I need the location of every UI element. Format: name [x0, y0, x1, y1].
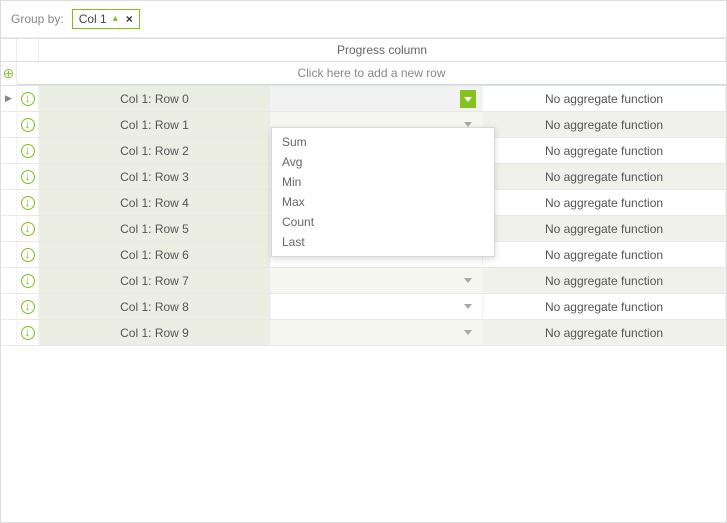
- chevron-down-icon[interactable]: [464, 304, 472, 309]
- dropdown-option[interactable]: Avg: [272, 152, 494, 172]
- row-icon-cell: [17, 112, 39, 137]
- col1-cell[interactable]: Col 1: Row 8: [39, 294, 271, 319]
- col1-cell[interactable]: Col 1: Row 2: [39, 138, 271, 163]
- arrow-down-circle-icon: [21, 92, 35, 106]
- aggregate-value-cell: No aggregate function: [483, 164, 726, 189]
- indicator-header: [1, 39, 17, 61]
- aggregate-dropdown-panel[interactable]: SumAvgMinMaxCountLast: [271, 127, 495, 257]
- group-chip[interactable]: Col 1 ▴ ×: [72, 9, 140, 29]
- row-indicator: [1, 112, 17, 137]
- aggregate-value-cell: No aggregate function: [483, 320, 726, 345]
- aggregate-value-cell: No aggregate function: [483, 242, 726, 267]
- row-indicator: [1, 216, 17, 241]
- row-icon-cell: [17, 164, 39, 189]
- column-header-row: Progress column: [1, 38, 726, 62]
- table-row[interactable]: Col 1: Row 9 No aggregate function: [1, 320, 726, 346]
- add-new-row[interactable]: ⊕ Click here to add a new row: [1, 62, 726, 86]
- arrow-down-circle-icon: [21, 300, 35, 314]
- row-indicator: [1, 190, 17, 215]
- row-indicator: [1, 268, 17, 293]
- group-by-bar: Group by: Col 1 ▴ ×: [1, 1, 726, 38]
- row-icon-cell: [17, 216, 39, 241]
- aggregate-value-cell: No aggregate function: [483, 138, 726, 163]
- chevron-down-icon[interactable]: [464, 278, 472, 283]
- row-indicator: [1, 138, 17, 163]
- col1-cell[interactable]: Col 1: Row 6: [39, 242, 271, 267]
- row-indicator: ▶: [1, 86, 17, 111]
- col1-cell[interactable]: Col 1: Row 1: [39, 112, 271, 137]
- arrow-down-circle-icon: [21, 118, 35, 132]
- table-row[interactable]: Col 1: Row 8 No aggregate function: [1, 294, 726, 320]
- aggregate-dropdown-cell[interactable]: [271, 320, 483, 345]
- dropdown-option[interactable]: Count: [272, 212, 494, 232]
- progress-column-header[interactable]: Progress column: [39, 39, 726, 61]
- arrow-down-circle-icon: [21, 248, 35, 262]
- add-row-icon[interactable]: ⊕: [1, 62, 17, 85]
- row-icon-cell: [17, 242, 39, 267]
- aggregate-value-cell: No aggregate function: [483, 86, 726, 111]
- arrow-down-circle-icon: [21, 170, 35, 184]
- col1-cell[interactable]: Col 1: Row 3: [39, 164, 271, 189]
- row-icon-cell: [17, 190, 39, 215]
- add-row-message[interactable]: Click here to add a new row: [17, 62, 726, 85]
- col1-cell[interactable]: Col 1: Row 5: [39, 216, 271, 241]
- remove-group-icon[interactable]: ×: [126, 12, 133, 26]
- dropdown-option[interactable]: Min: [272, 172, 494, 192]
- row-indicator: [1, 242, 17, 267]
- icon-header: [17, 39, 39, 61]
- group-chip-label: Col 1: [79, 12, 107, 26]
- aggregate-value-cell: No aggregate function: [483, 294, 726, 319]
- row-indicator: [1, 320, 17, 345]
- row-icon-cell: [17, 320, 39, 345]
- row-indicator: [1, 164, 17, 189]
- row-icon-cell: [17, 138, 39, 163]
- aggregate-value-cell: No aggregate function: [483, 268, 726, 293]
- row-icon-cell: [17, 294, 39, 319]
- group-by-label: Group by:: [11, 12, 64, 26]
- col1-cell[interactable]: Col 1: Row 7: [39, 268, 271, 293]
- col1-cell[interactable]: Col 1: Row 9: [39, 320, 271, 345]
- arrow-down-circle-icon: [21, 274, 35, 288]
- aggregate-value-cell: No aggregate function: [483, 216, 726, 241]
- dropdown-option[interactable]: Max: [272, 192, 494, 212]
- table-row[interactable]: Col 1: Row 7 No aggregate function: [1, 268, 726, 294]
- arrow-down-circle-icon: [21, 222, 35, 236]
- aggregate-dropdown-cell[interactable]: [271, 294, 483, 319]
- aggregate-dropdown-cell[interactable]: [271, 268, 483, 293]
- arrow-down-circle-icon: [21, 196, 35, 210]
- aggregate-dropdown-cell[interactable]: [271, 86, 483, 111]
- arrow-down-circle-icon: [21, 326, 35, 340]
- row-icon-cell: [17, 86, 39, 111]
- col1-cell[interactable]: Col 1: Row 0: [39, 86, 271, 111]
- col1-cell[interactable]: Col 1: Row 4: [39, 190, 271, 215]
- aggregate-value-cell: No aggregate function: [483, 190, 726, 215]
- sort-asc-icon: ▴: [113, 14, 118, 24]
- aggregate-value-cell: No aggregate function: [483, 112, 726, 137]
- table-row[interactable]: ▶ Col 1: Row 0 No aggregate function: [1, 86, 726, 112]
- dropdown-option[interactable]: Last: [272, 232, 494, 252]
- dropdown-option[interactable]: Sum: [272, 132, 494, 152]
- chevron-down-icon[interactable]: [464, 330, 472, 335]
- chevron-down-icon[interactable]: [460, 90, 476, 108]
- arrow-down-circle-icon: [21, 144, 35, 158]
- row-icon-cell: [17, 268, 39, 293]
- row-indicator: [1, 294, 17, 319]
